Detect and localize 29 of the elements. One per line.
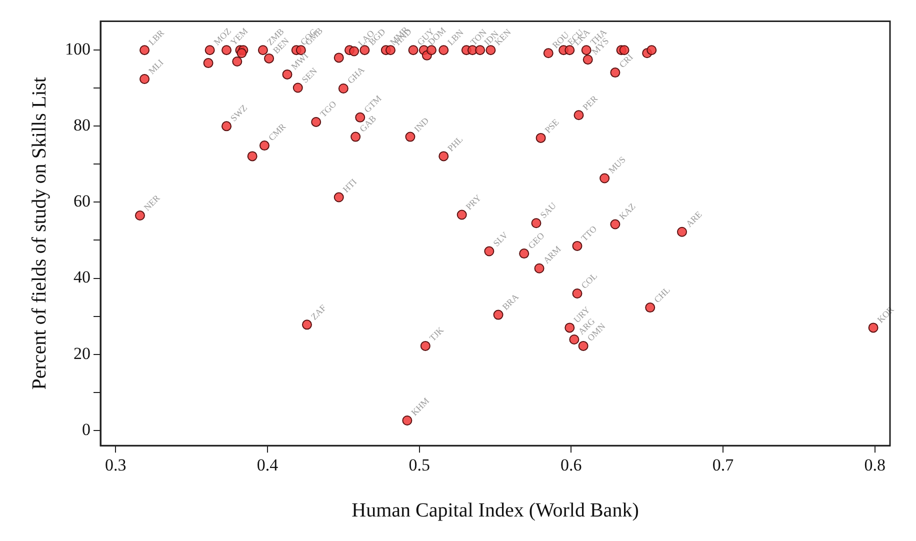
x-tick-label: 0.7 (712, 455, 734, 474)
annotation: GEO (526, 230, 547, 251)
x-tick-label: 0.5 (408, 455, 430, 474)
annotation: CRI (617, 52, 635, 70)
annotation: COL (579, 270, 600, 291)
y-tick-label: 0 (82, 420, 90, 439)
annotation: CHL (652, 284, 672, 305)
annotation: TGO (318, 98, 339, 120)
x-tick-label: 0.3 (105, 455, 126, 474)
y-tick-label: 20 (74, 344, 90, 363)
annotation: PHL (446, 134, 465, 154)
y-tick-label: 100 (65, 40, 90, 59)
annotation: TJK (427, 324, 446, 344)
annotation: PSE (542, 116, 562, 136)
annotation: LBR (146, 28, 166, 48)
x-tick-label: 0.8 (864, 455, 886, 474)
annotation: PER (580, 93, 600, 112)
annotation: TTO (579, 223, 599, 244)
x-tick-label: 0.6 (560, 455, 582, 474)
x-tick-label: 0.4 (256, 455, 279, 474)
annotation: GHA (345, 64, 367, 86)
y-axis-title: Percent of fields of study on Skills List (28, 76, 50, 390)
y-tick-label: 80 (74, 116, 90, 135)
y-tick-label: 60 (74, 192, 90, 211)
annotation: IND (412, 115, 431, 134)
y-tick-label: 40 (74, 268, 90, 287)
x-axis-title: Human Capital Index (World Bank) (352, 499, 639, 522)
annotation: SLV (491, 229, 510, 248)
annotation: HTI (340, 176, 359, 194)
